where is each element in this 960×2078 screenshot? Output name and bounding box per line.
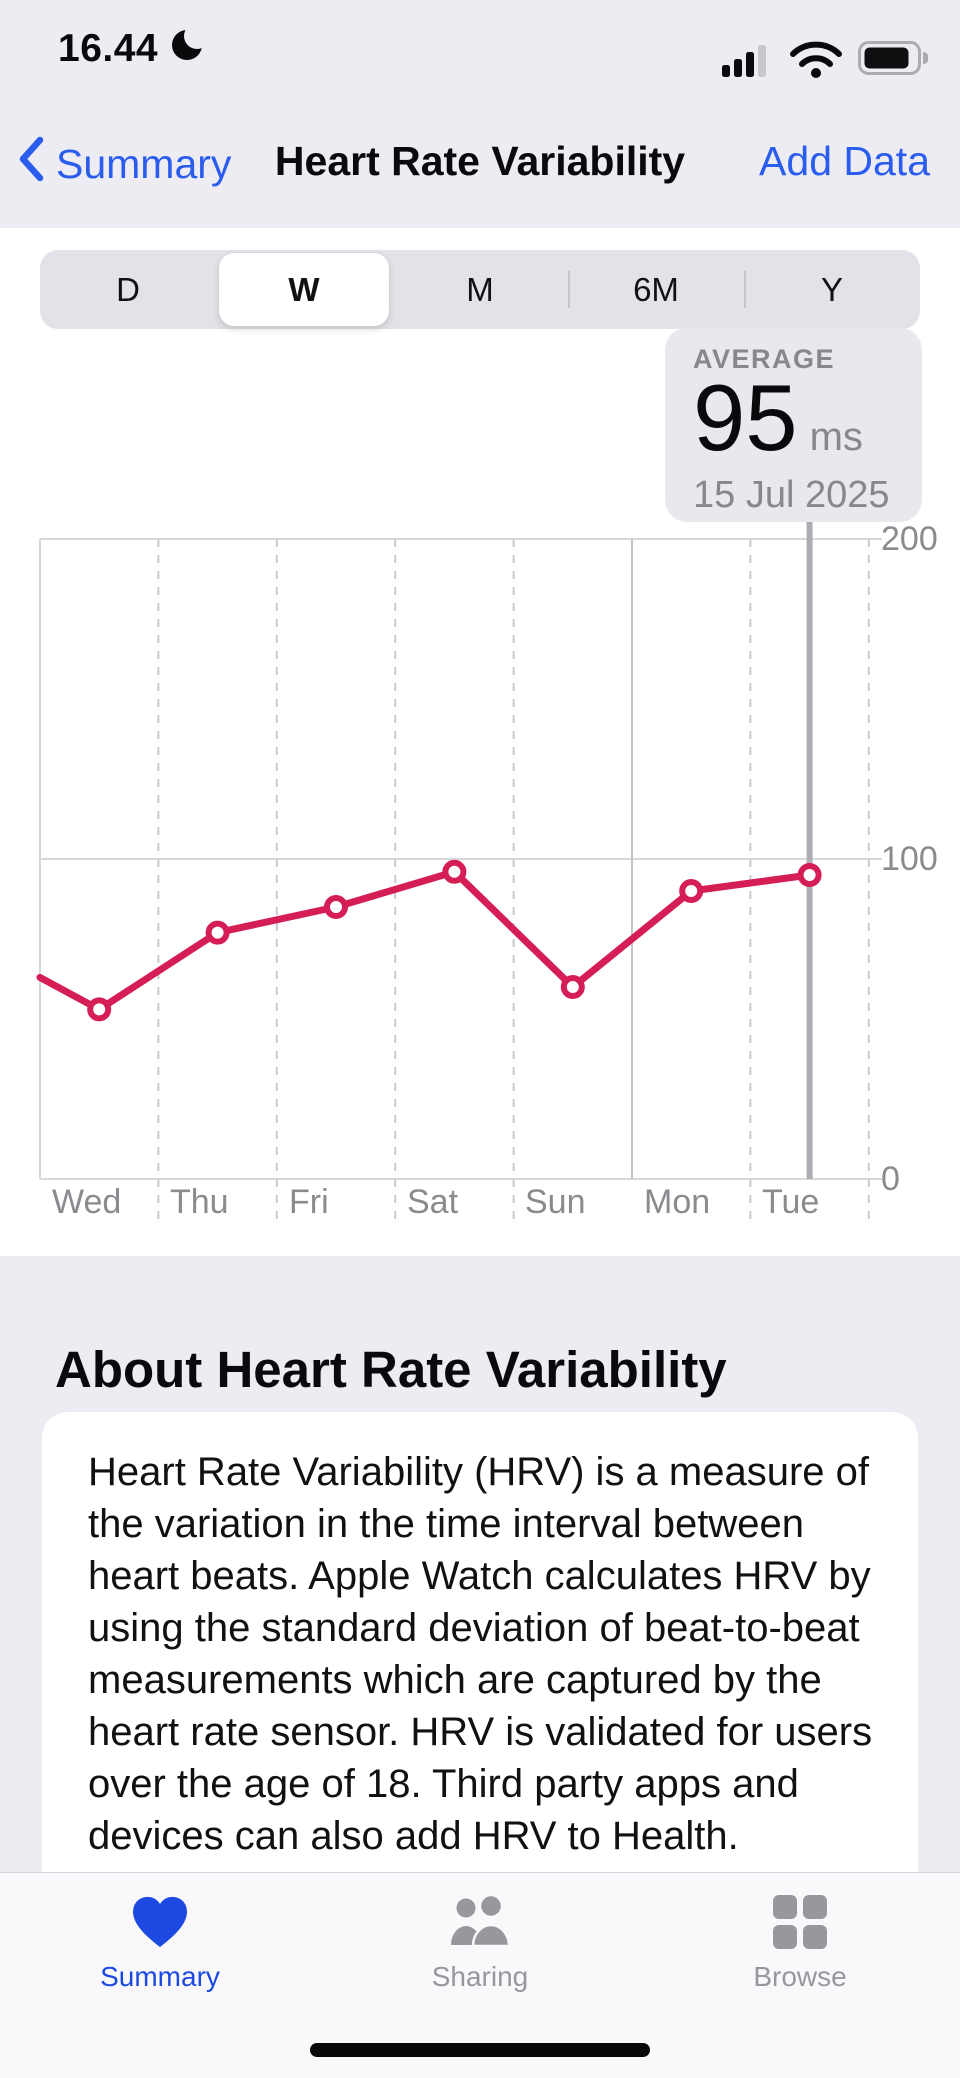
y-axis-tick: 0 [881,1160,900,1198]
average-callout: AVERAGE 95 ms 15 Jul 2025 [665,328,922,522]
x-axis-label: Mon [644,1183,711,1221]
tab-sharing-label: Sharing [431,1961,529,1992]
cellular-signal-icon [722,38,774,83]
x-axis-label: Wed [52,1183,122,1221]
moon-icon [168,23,211,74]
about-card: Heart Rate Variability (HRV) is a measur… [42,1412,918,1902]
callout-value: 95 [693,365,798,470]
back-label: Summary [56,140,232,187]
segment-day[interactable]: D [116,271,140,308]
x-axis-label: Sat [407,1183,459,1221]
grid-icon [690,1887,910,1949]
back-button[interactable]: Summary [18,136,231,192]
segment-divider [744,271,746,308]
time-range-segmented-control: D W M 6M Y [40,250,920,329]
callout-unit: ms [809,415,863,459]
tab-summary[interactable]: Summary [50,1887,270,2017]
y-axis-tick: 100 [881,840,938,878]
segment-6months[interactable]: 6M [633,271,679,308]
chart-panel: D W M 6M Y AVERAGE 95 ms 15 Jul 2025 200… [0,228,960,1256]
add-data-button[interactable]: Add Data [759,138,930,184]
page-title: Heart Rate Variability [274,138,686,184]
tab-sharing[interactable]: Sharing [370,1887,590,2017]
segment-selected-thumb [219,253,389,326]
segment-month[interactable]: M [466,271,494,308]
callout-label: AVERAGE [693,344,836,374]
status-time: 16.44 [58,27,159,70]
x-axis-label: Sun [525,1183,586,1221]
header: 16.44 [0,0,960,228]
tab-summary-label: Summary [100,1961,220,1992]
tab-browse[interactable]: Browse [690,1887,910,2017]
about-body-text: Heart Rate Variability (HRV) is a measur… [88,1450,873,1858]
x-axis-label: Tue [762,1183,820,1221]
battery-icon [858,41,929,80]
tab-browse-label: Browse [753,1961,847,1992]
home-indicator[interactable] [310,2043,650,2057]
segment-week[interactable]: W [288,271,320,308]
chevron-left-icon [18,136,44,192]
people-icon [370,1887,590,1949]
y-axis-tick: 200 [881,520,938,558]
heart-icon [50,1887,270,1949]
callout-date: 15 Jul 2025 [693,474,890,516]
wifi-icon [788,38,844,83]
status-bar-left: 16.44 [58,23,211,74]
status-bar-right [722,38,929,83]
segment-divider [568,271,570,308]
about-section-title: About Heart Rate Variability [55,1341,727,1398]
x-axis-label: Thu [170,1183,229,1221]
hrv-line-chart[interactable] [0,228,960,1256]
segment-year[interactable]: Y [820,271,843,308]
x-axis-label: Fri [289,1183,329,1221]
